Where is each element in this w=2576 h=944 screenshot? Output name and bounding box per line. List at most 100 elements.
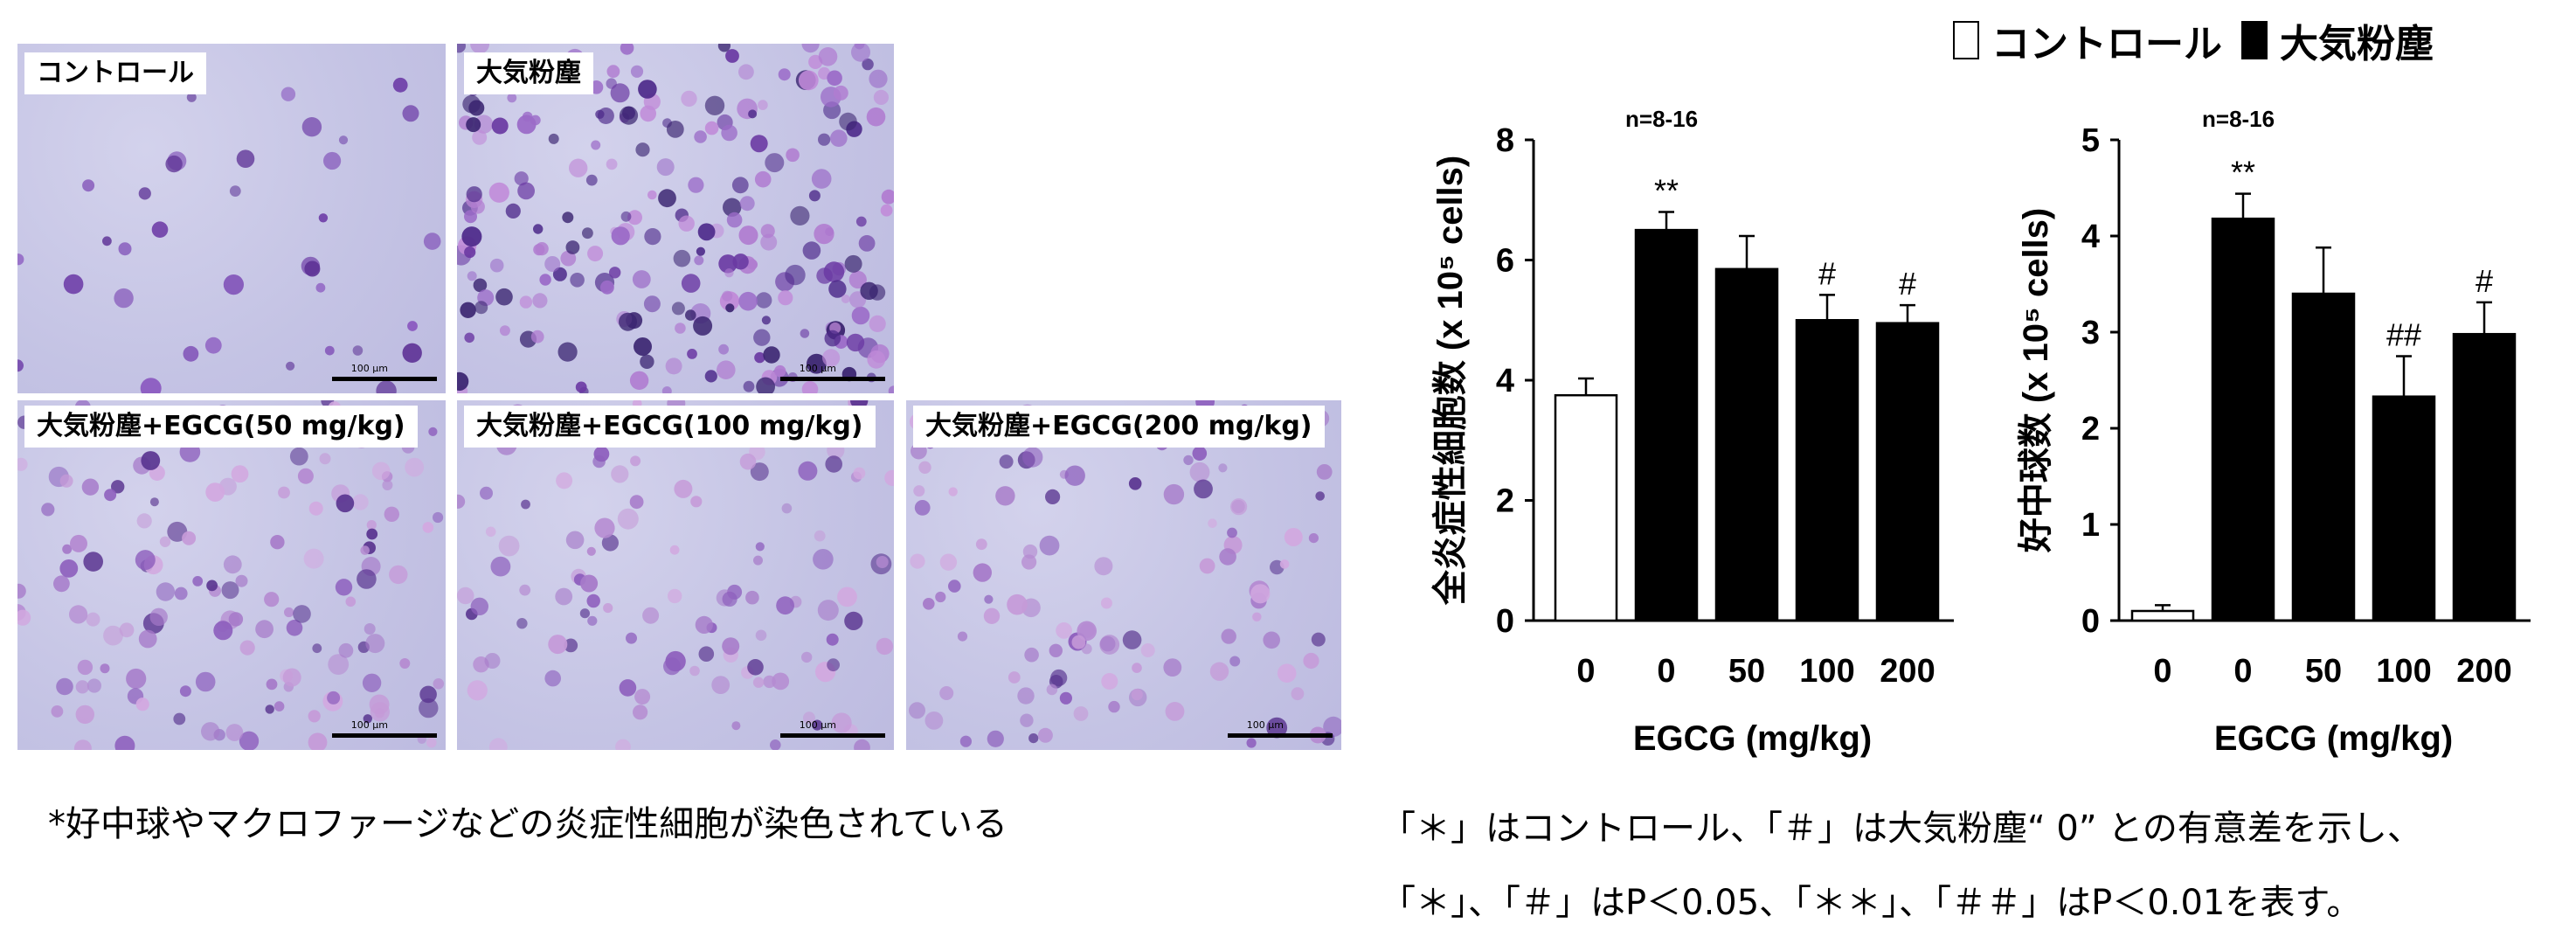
cell (324, 345, 335, 356)
sample-size-note: n=8-16 (2202, 106, 2275, 132)
cell (669, 545, 680, 555)
cell (620, 44, 634, 55)
cell (422, 522, 434, 533)
cell (461, 226, 482, 247)
cell (304, 260, 321, 277)
cell (758, 100, 768, 110)
significance-marker: # (2476, 263, 2493, 299)
cell (923, 598, 935, 610)
cell (357, 569, 377, 589)
cell (632, 270, 651, 288)
cell (999, 455, 1014, 469)
cell (830, 129, 848, 147)
cell (755, 542, 765, 552)
x-tick-label: 0 (2233, 653, 2252, 690)
cell (1219, 548, 1236, 566)
cell (765, 153, 785, 173)
cell (671, 302, 685, 316)
cell (763, 346, 780, 364)
cell (392, 77, 408, 93)
cell (790, 205, 810, 226)
cell (221, 581, 239, 600)
cell (844, 611, 863, 630)
cell (862, 58, 874, 71)
cell (192, 576, 204, 587)
cell (738, 64, 754, 80)
cell (918, 461, 931, 474)
cell (738, 226, 758, 246)
x-tick-label: 100 (2376, 653, 2431, 690)
y-axis-label: 全炎症性細胞数 (x 10⁵ cells) (1430, 156, 1470, 606)
cell (591, 140, 601, 150)
cell (293, 605, 311, 623)
cell (959, 735, 972, 747)
cell (1071, 635, 1086, 649)
cell (718, 254, 737, 274)
cell (560, 250, 577, 267)
cell (678, 215, 695, 232)
cell (75, 680, 89, 694)
cell (173, 712, 186, 725)
micrograph-control: コントロール 100 μm (17, 44, 446, 393)
cell (286, 620, 303, 636)
cell (1284, 528, 1303, 546)
cell (785, 264, 806, 286)
cell (694, 255, 704, 266)
cell (428, 427, 438, 436)
cell (140, 378, 162, 393)
cell (689, 665, 700, 677)
x-tick-label: 200 (1880, 653, 1935, 690)
cell (473, 278, 488, 293)
cell (136, 513, 152, 529)
y-tick-label: 2 (1496, 483, 1514, 520)
cell (470, 199, 485, 214)
x-tick-label: 50 (1728, 653, 1765, 690)
bar (2372, 395, 2436, 622)
cell (939, 553, 958, 571)
cell (399, 658, 411, 669)
cell (909, 702, 925, 719)
y-axis-label: 好中球数 (x 10⁵ cells) (2017, 208, 2055, 553)
cell (760, 233, 778, 251)
cell (371, 462, 391, 481)
cell (308, 732, 328, 750)
cell (100, 663, 110, 674)
y-tick-label: 1 (2081, 507, 2100, 544)
cell (1229, 656, 1241, 667)
y-tick-label: 0 (2081, 603, 2100, 640)
y-tick-label: 2 (2081, 411, 2100, 448)
cell (364, 623, 376, 635)
cell (732, 253, 749, 270)
cell (617, 508, 639, 530)
cell (1056, 622, 1072, 639)
cell (825, 455, 842, 473)
cell (565, 531, 585, 550)
cell (419, 685, 437, 704)
cell (336, 494, 355, 513)
x-tick-label: 0 (1576, 653, 1595, 690)
cell (778, 68, 791, 81)
cell (817, 600, 839, 621)
cell (149, 607, 168, 626)
cell (668, 588, 682, 604)
cell (1291, 687, 1305, 701)
cell (738, 291, 758, 311)
cell (914, 500, 931, 516)
cell (801, 44, 820, 53)
cell (1059, 691, 1072, 705)
y-tick-label: 0 (1496, 603, 1514, 640)
cell (851, 44, 870, 62)
cell (229, 185, 241, 198)
cell (619, 106, 639, 125)
cell (811, 169, 832, 189)
cell (17, 253, 24, 266)
cell (75, 705, 95, 725)
stained-cells (17, 77, 441, 393)
cell (717, 360, 736, 380)
cell (366, 520, 377, 531)
micrograph-egcg-100: 大気粉塵+EGCG(100 mg/kg) 100 μm (457, 400, 894, 750)
cell (491, 117, 509, 135)
cell (610, 83, 630, 103)
cell (352, 345, 364, 356)
cell (746, 259, 758, 270)
